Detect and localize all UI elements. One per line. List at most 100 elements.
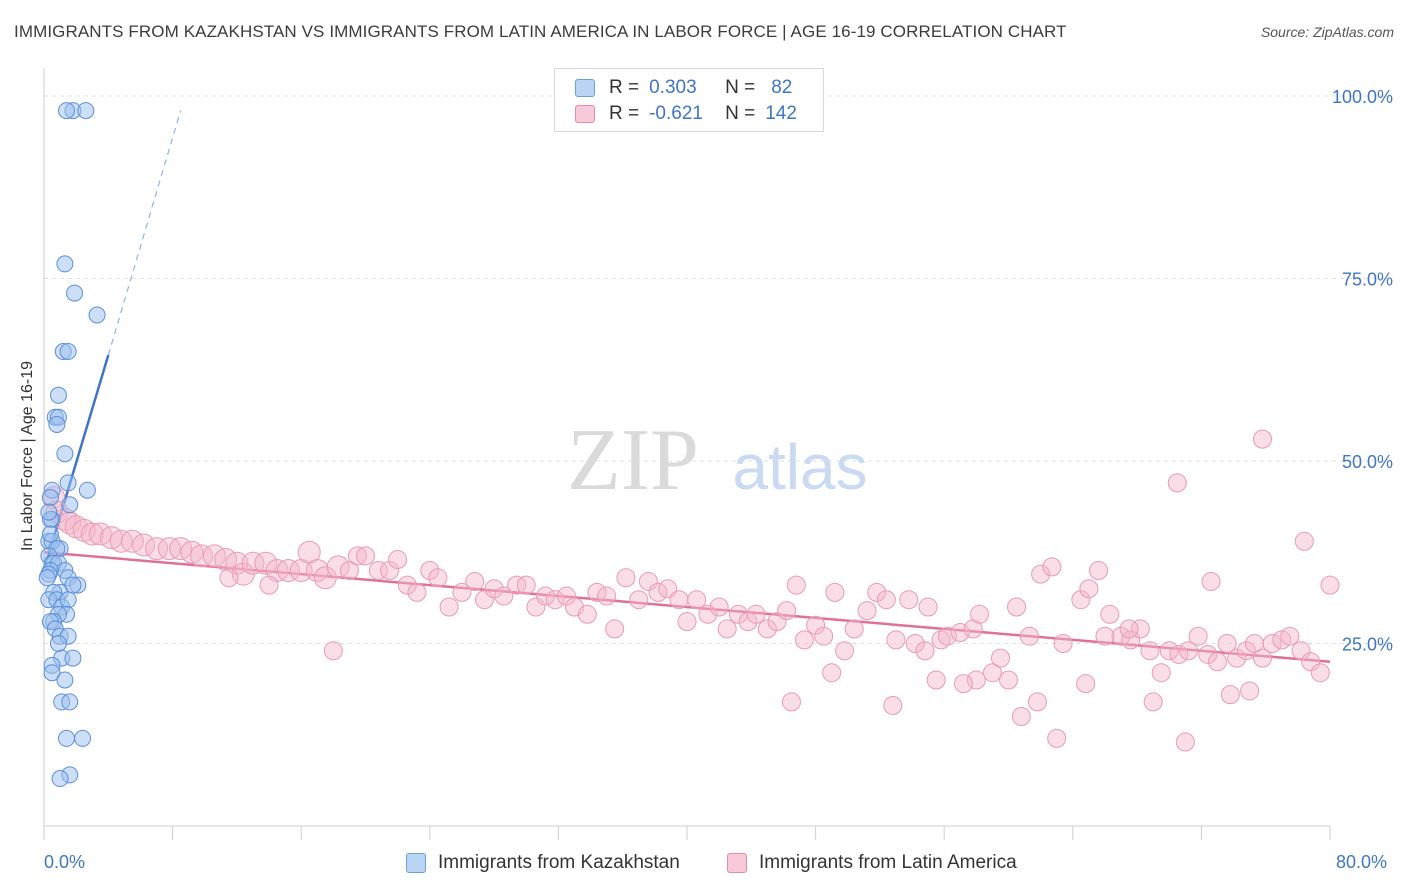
y-tick-label: 25.0% [1342, 635, 1393, 655]
latin-america-point [786, 575, 806, 595]
bottom-legend-kazakhstan: Immigrants from Kazakhstan [406, 852, 680, 874]
latin-america-point [388, 550, 408, 570]
legend-n-value: 82 [771, 77, 793, 98]
latin-america-point [439, 597, 459, 617]
latin-america-point [80, 522, 104, 546]
latin-america-point [536, 586, 556, 606]
latin-america-point [738, 612, 758, 632]
latin-america-point [474, 590, 494, 610]
latin-america-point [1076, 674, 1096, 694]
latin-america-point [1007, 597, 1027, 617]
legend-swatch-latin-america [575, 105, 595, 123]
latin-america-point [428, 568, 448, 588]
latin-america-point [781, 692, 801, 712]
legend-r-value: -0.621 [649, 103, 703, 124]
chart-source: Source: ZipAtlas.com [1260, 24, 1394, 40]
latin-america-point [465, 571, 485, 591]
kazakhstan-point [49, 386, 67, 404]
latin-america-point [999, 670, 1018, 690]
latin-america-point [1019, 626, 1039, 646]
kazakhstan-point [38, 569, 56, 587]
latin-america-point [835, 641, 855, 661]
kazakhstan-points [38, 102, 106, 788]
latin-america-point [1143, 692, 1163, 712]
kazakhstan-point [56, 671, 74, 689]
kazakhstan-point [59, 591, 77, 609]
kazakhstan-point [58, 102, 76, 120]
legend-row-latin-america: R = -0.621 N = 142 [575, 102, 797, 126]
grid-lines [44, 95, 1392, 644]
latin-america-point [698, 604, 718, 624]
latin-america-point [484, 579, 504, 599]
latin-america-point [420, 561, 440, 580]
latin-america-point [1236, 641, 1256, 661]
latin-america-point [616, 568, 636, 588]
latin-america-point [1217, 634, 1237, 653]
latin-america-points [42, 429, 1340, 752]
latin-america-point [1252, 429, 1272, 449]
kazakhstan-point [41, 489, 59, 506]
kazakhstan-point [58, 729, 76, 747]
legend: R = 0.303 N = 82 R = -0.621 N = 142 [554, 68, 824, 132]
latin-america-point [915, 641, 935, 661]
legend-r-value: 0.303 [649, 77, 697, 98]
latin-america-point [648, 582, 668, 602]
latin-america-point [1119, 619, 1139, 639]
latin-america-point [814, 626, 834, 646]
latin-america-point [1047, 728, 1067, 748]
latin-america-point [1031, 564, 1051, 584]
kazakhstan-point [56, 445, 74, 463]
latin-america-point [777, 601, 797, 621]
legend-n-value: 142 [765, 103, 797, 124]
kazakhstan-point [49, 635, 67, 652]
latin-america-point [669, 590, 689, 610]
latin-america-point [1280, 626, 1300, 646]
y-tick-labels: 25.0% 50.0% 75.0% 100.0% [1332, 87, 1393, 655]
latin-america-point [605, 619, 625, 639]
latin-america-point [1301, 652, 1321, 672]
kazakhstan-point [74, 729, 92, 747]
legend-swatch-kazakhstan [575, 79, 595, 97]
latin-america-point [1220, 685, 1240, 705]
latin-america-point [1188, 626, 1208, 646]
kazakhstan-point [88, 306, 106, 324]
kazakhstan-point [51, 770, 69, 788]
latin-america-point [953, 674, 973, 694]
latin-america-point [516, 575, 536, 595]
latin-america-point [990, 648, 1010, 668]
chart-title: IMMIGRANTS FROM KAZAKHSTAN VS IMMIGRANTS… [14, 22, 1067, 41]
latin-america-point [1095, 626, 1115, 646]
latin-america-point [1252, 648, 1272, 668]
latin-america-point [970, 604, 990, 624]
latin-america-point [407, 582, 427, 602]
latin-america-point [717, 619, 737, 639]
latin-america-point [254, 551, 278, 575]
latin-america-point [180, 540, 204, 564]
latin-america-point [1089, 561, 1109, 580]
latin-america-point [1169, 644, 1189, 664]
kazakhstan-point [61, 693, 79, 711]
legend-row-kazakhstan: R = 0.303 N = 82 [575, 76, 792, 100]
latin-america-point [937, 626, 957, 646]
latin-america-point [905, 634, 925, 653]
latin-america-point [452, 582, 472, 602]
kazakhstan-point [78, 481, 96, 499]
latin-america-point [347, 546, 367, 566]
latin-america-point [757, 619, 777, 639]
y-tick-label: 50.0% [1342, 452, 1393, 472]
latin-america-point [1207, 652, 1227, 672]
latin-america-point [326, 555, 350, 579]
latin-america-point [886, 630, 906, 650]
latin-america-point [1240, 681, 1260, 701]
latin-america-point [1130, 619, 1150, 639]
latin-america-point [368, 561, 388, 580]
latin-america-point [857, 601, 877, 621]
kazakhstan-point [59, 474, 77, 492]
watermark-zip: ZIP [567, 412, 699, 509]
latin-america-point [1111, 626, 1131, 646]
latin-america-point [1201, 571, 1221, 591]
latin-america-point [323, 641, 343, 661]
latin-america-point [883, 696, 903, 716]
latin-america-point [597, 586, 617, 606]
